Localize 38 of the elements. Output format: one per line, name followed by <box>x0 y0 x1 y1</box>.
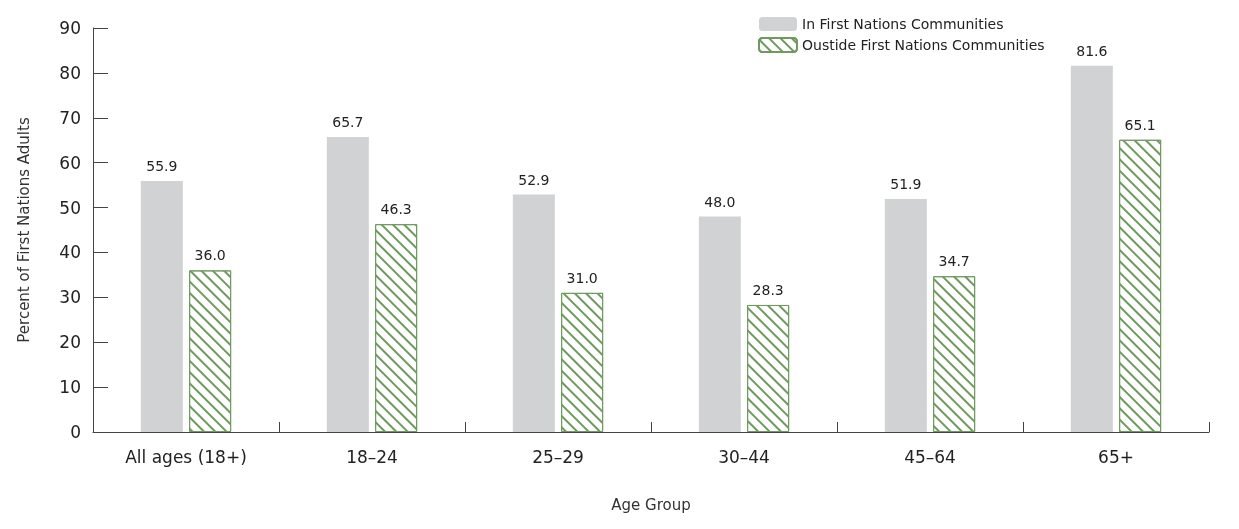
data-label: 51.9 <box>890 176 922 193</box>
legend-label: Oustide First Nations Communities <box>802 37 1045 53</box>
data-label: 36.0 <box>194 247 226 264</box>
y-tick-label: 70 <box>59 107 81 128</box>
x-tick-label: 65+ <box>1098 446 1134 467</box>
y-tick-label: 90 <box>59 18 81 38</box>
bar <box>698 216 741 432</box>
data-label: 31.0 <box>566 269 598 286</box>
data-label: 46.3 <box>380 201 412 218</box>
y-tick-label: 10 <box>59 377 81 398</box>
x-tick-label: 45–64 <box>904 446 956 467</box>
x-tick-label: 18–24 <box>346 446 398 467</box>
x-tick-label: All ages (18+) <box>125 446 247 467</box>
y-tick-label: 40 <box>59 242 81 263</box>
x-tick-label: 25–29 <box>532 446 584 467</box>
y-tick-label: 50 <box>59 197 81 218</box>
bar <box>140 181 183 432</box>
bar <box>884 199 927 432</box>
data-label: 52.9 <box>518 171 550 188</box>
bar <box>1070 65 1113 432</box>
y-tick-label: 20 <box>59 332 81 353</box>
y-tick-label: 60 <box>59 152 81 173</box>
legend-label: In First Nations Communities <box>802 16 1004 32</box>
data-label: 81.6 <box>1076 42 1108 59</box>
y-tick-label: 30 <box>59 287 81 308</box>
y-tick-label: 0 <box>70 422 81 442</box>
data-label: 34.7 <box>938 253 970 270</box>
data-label: 55.9 <box>146 158 178 175</box>
x-tick-label: 30–44 <box>718 446 770 467</box>
data-label: 65.7 <box>332 114 364 131</box>
bar <box>326 137 369 432</box>
data-label: 65.1 <box>1124 116 1156 133</box>
data-label: 48.0 <box>704 193 736 210</box>
x-axis-title: Age Group <box>611 495 691 514</box>
y-axis-title: Percent of First Nations Adults <box>14 117 33 343</box>
y-tick-label: 80 <box>59 62 81 83</box>
data-label: 28.3 <box>752 281 784 298</box>
bar <box>512 194 555 432</box>
